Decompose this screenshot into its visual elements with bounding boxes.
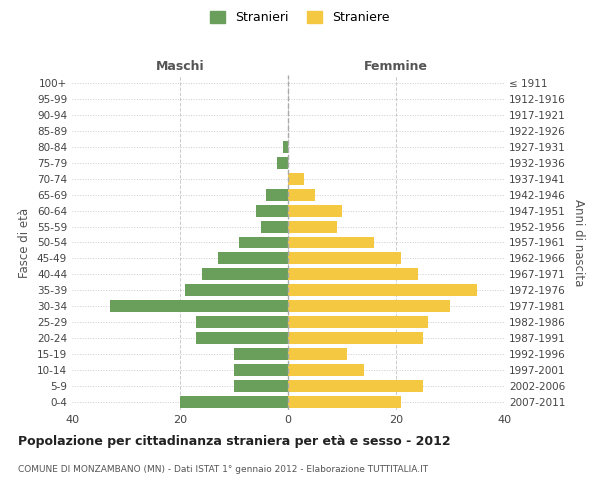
Bar	[196, 316, 288, 328]
Bar	[288, 268, 418, 280]
Bar	[234, 380, 288, 392]
Bar	[180, 396, 288, 408]
Bar	[239, 236, 288, 248]
Bar	[288, 204, 342, 216]
Text: Femmine: Femmine	[364, 60, 428, 72]
Bar	[234, 364, 288, 376]
Bar	[218, 252, 288, 264]
Bar	[288, 188, 315, 200]
Bar	[288, 348, 347, 360]
Bar	[266, 188, 288, 200]
Bar	[288, 380, 423, 392]
Bar	[256, 204, 288, 216]
Bar	[283, 141, 288, 153]
Bar	[288, 172, 304, 184]
Bar	[234, 348, 288, 360]
Bar	[110, 300, 288, 312]
Bar	[196, 332, 288, 344]
Bar	[277, 157, 288, 168]
Bar	[288, 396, 401, 408]
Bar	[288, 300, 450, 312]
Bar	[288, 316, 428, 328]
Text: COMUNE DI MONZAMBANO (MN) - Dati ISTAT 1° gennaio 2012 - Elaborazione TUTTITALIA: COMUNE DI MONZAMBANO (MN) - Dati ISTAT 1…	[18, 465, 428, 474]
Bar	[288, 252, 401, 264]
Bar	[261, 220, 288, 232]
Bar	[202, 268, 288, 280]
Text: Popolazione per cittadinanza straniera per età e sesso - 2012: Popolazione per cittadinanza straniera p…	[18, 435, 451, 448]
Bar	[288, 284, 477, 296]
Bar	[288, 364, 364, 376]
Y-axis label: Anni di nascita: Anni di nascita	[572, 199, 585, 286]
Y-axis label: Fasce di età: Fasce di età	[19, 208, 31, 278]
Bar	[288, 332, 423, 344]
Legend: Stranieri, Straniere: Stranieri, Straniere	[205, 6, 395, 29]
Bar	[288, 236, 374, 248]
Bar	[185, 284, 288, 296]
Text: Maschi: Maschi	[155, 60, 205, 72]
Bar	[288, 220, 337, 232]
